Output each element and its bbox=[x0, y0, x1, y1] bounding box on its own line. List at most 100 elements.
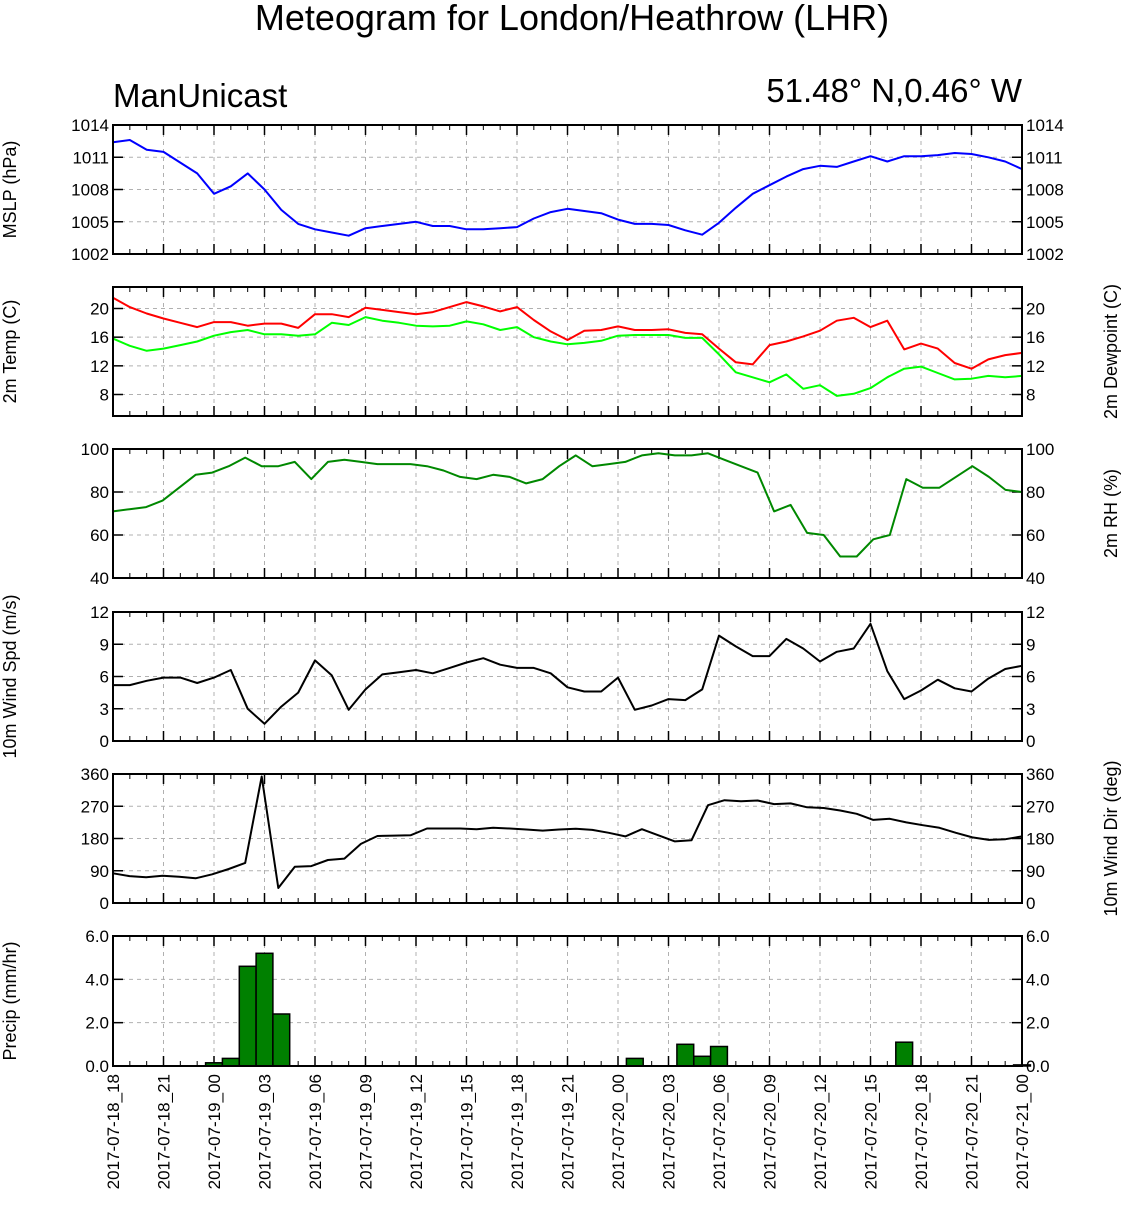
x-tick-label: 2017-07-19_09 bbox=[357, 1074, 376, 1189]
x-tick-label: 2017-07-19_00 bbox=[205, 1074, 224, 1189]
y-tick-label-right: 80 bbox=[1026, 483, 1045, 502]
x-tick-label: 2017-07-20_12 bbox=[811, 1074, 830, 1189]
x-tick-label: 2017-07-18_21 bbox=[155, 1074, 174, 1189]
y-tick-label-right: 0.0 bbox=[1026, 1057, 1050, 1076]
x-tick-label: 2017-07-20_15 bbox=[862, 1074, 881, 1189]
x-tick-label: 2017-07-19_06 bbox=[306, 1074, 325, 1189]
panel-wind_speed: 0 0 3 3 6 6 9 9 12 12 10m Wind Spd (m/s) bbox=[0, 594, 1045, 758]
y-tick-label-right: 16 bbox=[1026, 328, 1045, 347]
y-tick-label-left: 0 bbox=[100, 732, 109, 751]
y-tick-label-right: 1011 bbox=[1026, 148, 1063, 167]
y-tick-label-left: 1011 bbox=[72, 148, 109, 167]
panel-frame bbox=[112, 773, 1023, 904]
y-tick-label-left: 9 bbox=[100, 635, 109, 654]
precip-bar bbox=[272, 1013, 291, 1067]
y-tick-label-right: 0 bbox=[1026, 894, 1035, 913]
y-tick-label-right: 8 bbox=[1026, 386, 1035, 405]
y-tick-label-right: 60 bbox=[1026, 526, 1045, 545]
y-tick-label-left: 2.0 bbox=[85, 1014, 109, 1033]
precip-bar bbox=[895, 1041, 914, 1067]
y-tick-label-left: 360 bbox=[81, 765, 109, 784]
y-tick-label-left: 3 bbox=[100, 700, 109, 719]
panel-frame bbox=[112, 611, 1023, 742]
y-tick-label-right: 2.0 bbox=[1026, 1014, 1050, 1033]
y-tick-label-right: 1008 bbox=[1026, 181, 1064, 200]
time-axis: 2017-07-18_18 2017-07-18_21 2017-07-19_00 2… bbox=[104, 1074, 1032, 1189]
x-tick-label: 2017-07-20_03 bbox=[660, 1074, 679, 1189]
y-tick-label-left: 4.0 bbox=[85, 970, 109, 989]
series-line-temp-1 bbox=[112, 316, 1023, 397]
y-tick-label-left: 60 bbox=[90, 526, 109, 545]
panel-wind_dir: 0 0 90 90 180 180 270 270 360 360 10m Wind Dir (de… bbox=[81, 760, 1121, 916]
precip-bar bbox=[676, 1043, 695, 1067]
y-tick-label-right: 6.0 bbox=[1026, 927, 1050, 946]
y-tick-label-right: 180 bbox=[1026, 830, 1054, 849]
y-tick-label-right: 9 bbox=[1026, 635, 1035, 654]
precip-bar bbox=[625, 1057, 644, 1067]
x-tick-label: 2017-07-19_15 bbox=[458, 1074, 477, 1189]
y-tick-label-left: 6 bbox=[100, 668, 109, 687]
y-tick-label-right: 0 bbox=[1026, 732, 1035, 751]
y-tick-label-left: 0.0 bbox=[85, 1057, 109, 1076]
y-tick-label-left: 80 bbox=[90, 483, 109, 502]
panel-frame bbox=[112, 448, 1023, 579]
series-line-rh-0 bbox=[112, 452, 1023, 558]
y-tick-label-right: 12 bbox=[1026, 357, 1045, 376]
panel-precip: 0.0 0.0 2.0 2.0 4.0 4.0 6.0 6.0 Precip (mm/hr) bbox=[0, 927, 1050, 1076]
y-tick-label-left: 12 bbox=[90, 357, 109, 376]
y-tick-label-left: 8 bbox=[100, 386, 109, 405]
y-axis-label-right: 10m Wind Dir (deg) bbox=[1101, 760, 1121, 916]
y-tick-label-right: 20 bbox=[1026, 300, 1045, 319]
y-tick-label-left: 40 bbox=[90, 569, 109, 588]
series-line-mslp-0 bbox=[112, 139, 1023, 237]
y-axis-label-left: 2m Temp (C) bbox=[0, 300, 20, 404]
x-tick-label: 2017-07-19_21 bbox=[559, 1074, 578, 1189]
y-tick-label-right: 270 bbox=[1026, 797, 1054, 816]
y-axis-label-left: Precip (mm/hr) bbox=[0, 941, 20, 1060]
y-tick-label-left: 1014 bbox=[71, 116, 109, 135]
y-tick-label-left: 1008 bbox=[71, 181, 109, 200]
panel-frame bbox=[112, 124, 1023, 255]
x-tick-label: 2017-07-19_12 bbox=[407, 1074, 426, 1189]
y-tick-label-left: 20 bbox=[90, 300, 109, 319]
y-tick-label-left: 90 bbox=[90, 862, 109, 881]
y-tick-label-right: 90 bbox=[1026, 862, 1045, 881]
y-tick-label-left: 1002 bbox=[71, 245, 109, 264]
panel-frame bbox=[112, 935, 1023, 1067]
y-tick-label-left: 12 bbox=[90, 603, 109, 622]
panel-mslp: 1002 1002 1005 1005 1008 1008 1011 1011 1014 1014… bbox=[0, 116, 1064, 264]
chart-title: Meteogram for London/Heathrow (LHR) bbox=[255, 0, 889, 38]
y-tick-label-right: 360 bbox=[1026, 765, 1054, 784]
y-tick-label-right: 3 bbox=[1026, 700, 1035, 719]
y-tick-label-right: 4.0 bbox=[1026, 970, 1050, 989]
y-axis-label-right: 2m Dewpoint (C) bbox=[1101, 284, 1121, 419]
precip-bar bbox=[255, 952, 274, 1067]
x-tick-label: 2017-07-20_09 bbox=[761, 1074, 780, 1189]
x-tick-label: 2017-07-20_00 bbox=[609, 1074, 628, 1189]
x-tick-label: 2017-07-18_18 bbox=[104, 1074, 123, 1189]
precip-bar bbox=[221, 1057, 240, 1067]
y-tick-label-left: 6.0 bbox=[85, 927, 109, 946]
y-tick-label-left: 180 bbox=[81, 830, 109, 849]
panel-frame bbox=[112, 286, 1023, 417]
y-axis-label-right: 2m RH (%) bbox=[1101, 469, 1121, 558]
x-tick-label: 2017-07-21_00 bbox=[1013, 1074, 1032, 1189]
x-tick-label: 2017-07-20_06 bbox=[710, 1074, 729, 1189]
x-tick-label: 2017-07-20_18 bbox=[912, 1074, 931, 1189]
y-tick-label-right: 1005 bbox=[1026, 213, 1064, 232]
y-tick-label-right: 40 bbox=[1026, 569, 1045, 588]
precip-bar bbox=[238, 965, 257, 1067]
series-line-wind_speed-0 bbox=[113, 622, 1023, 725]
x-tick-label: 2017-07-20_21 bbox=[963, 1074, 982, 1189]
precip-bar bbox=[693, 1055, 712, 1067]
panel-rh: 40 40 60 60 80 80 100 100 2m RH (%) bbox=[81, 440, 1121, 588]
series-line-temp-0 bbox=[112, 296, 1023, 370]
y-tick-label-left: 270 bbox=[81, 797, 109, 816]
y-tick-label-left: 16 bbox=[90, 328, 109, 347]
y-tick-label-right: 1002 bbox=[1026, 245, 1064, 264]
y-tick-label-right: 6 bbox=[1026, 668, 1035, 687]
station-name: ManUnicast bbox=[113, 77, 287, 114]
y-tick-label-left: 1005 bbox=[71, 213, 109, 232]
panel-temp: 8 8 12 12 16 16 20 20 2m Temp (C) 2m Dewpoint (C) bbox=[0, 284, 1121, 419]
